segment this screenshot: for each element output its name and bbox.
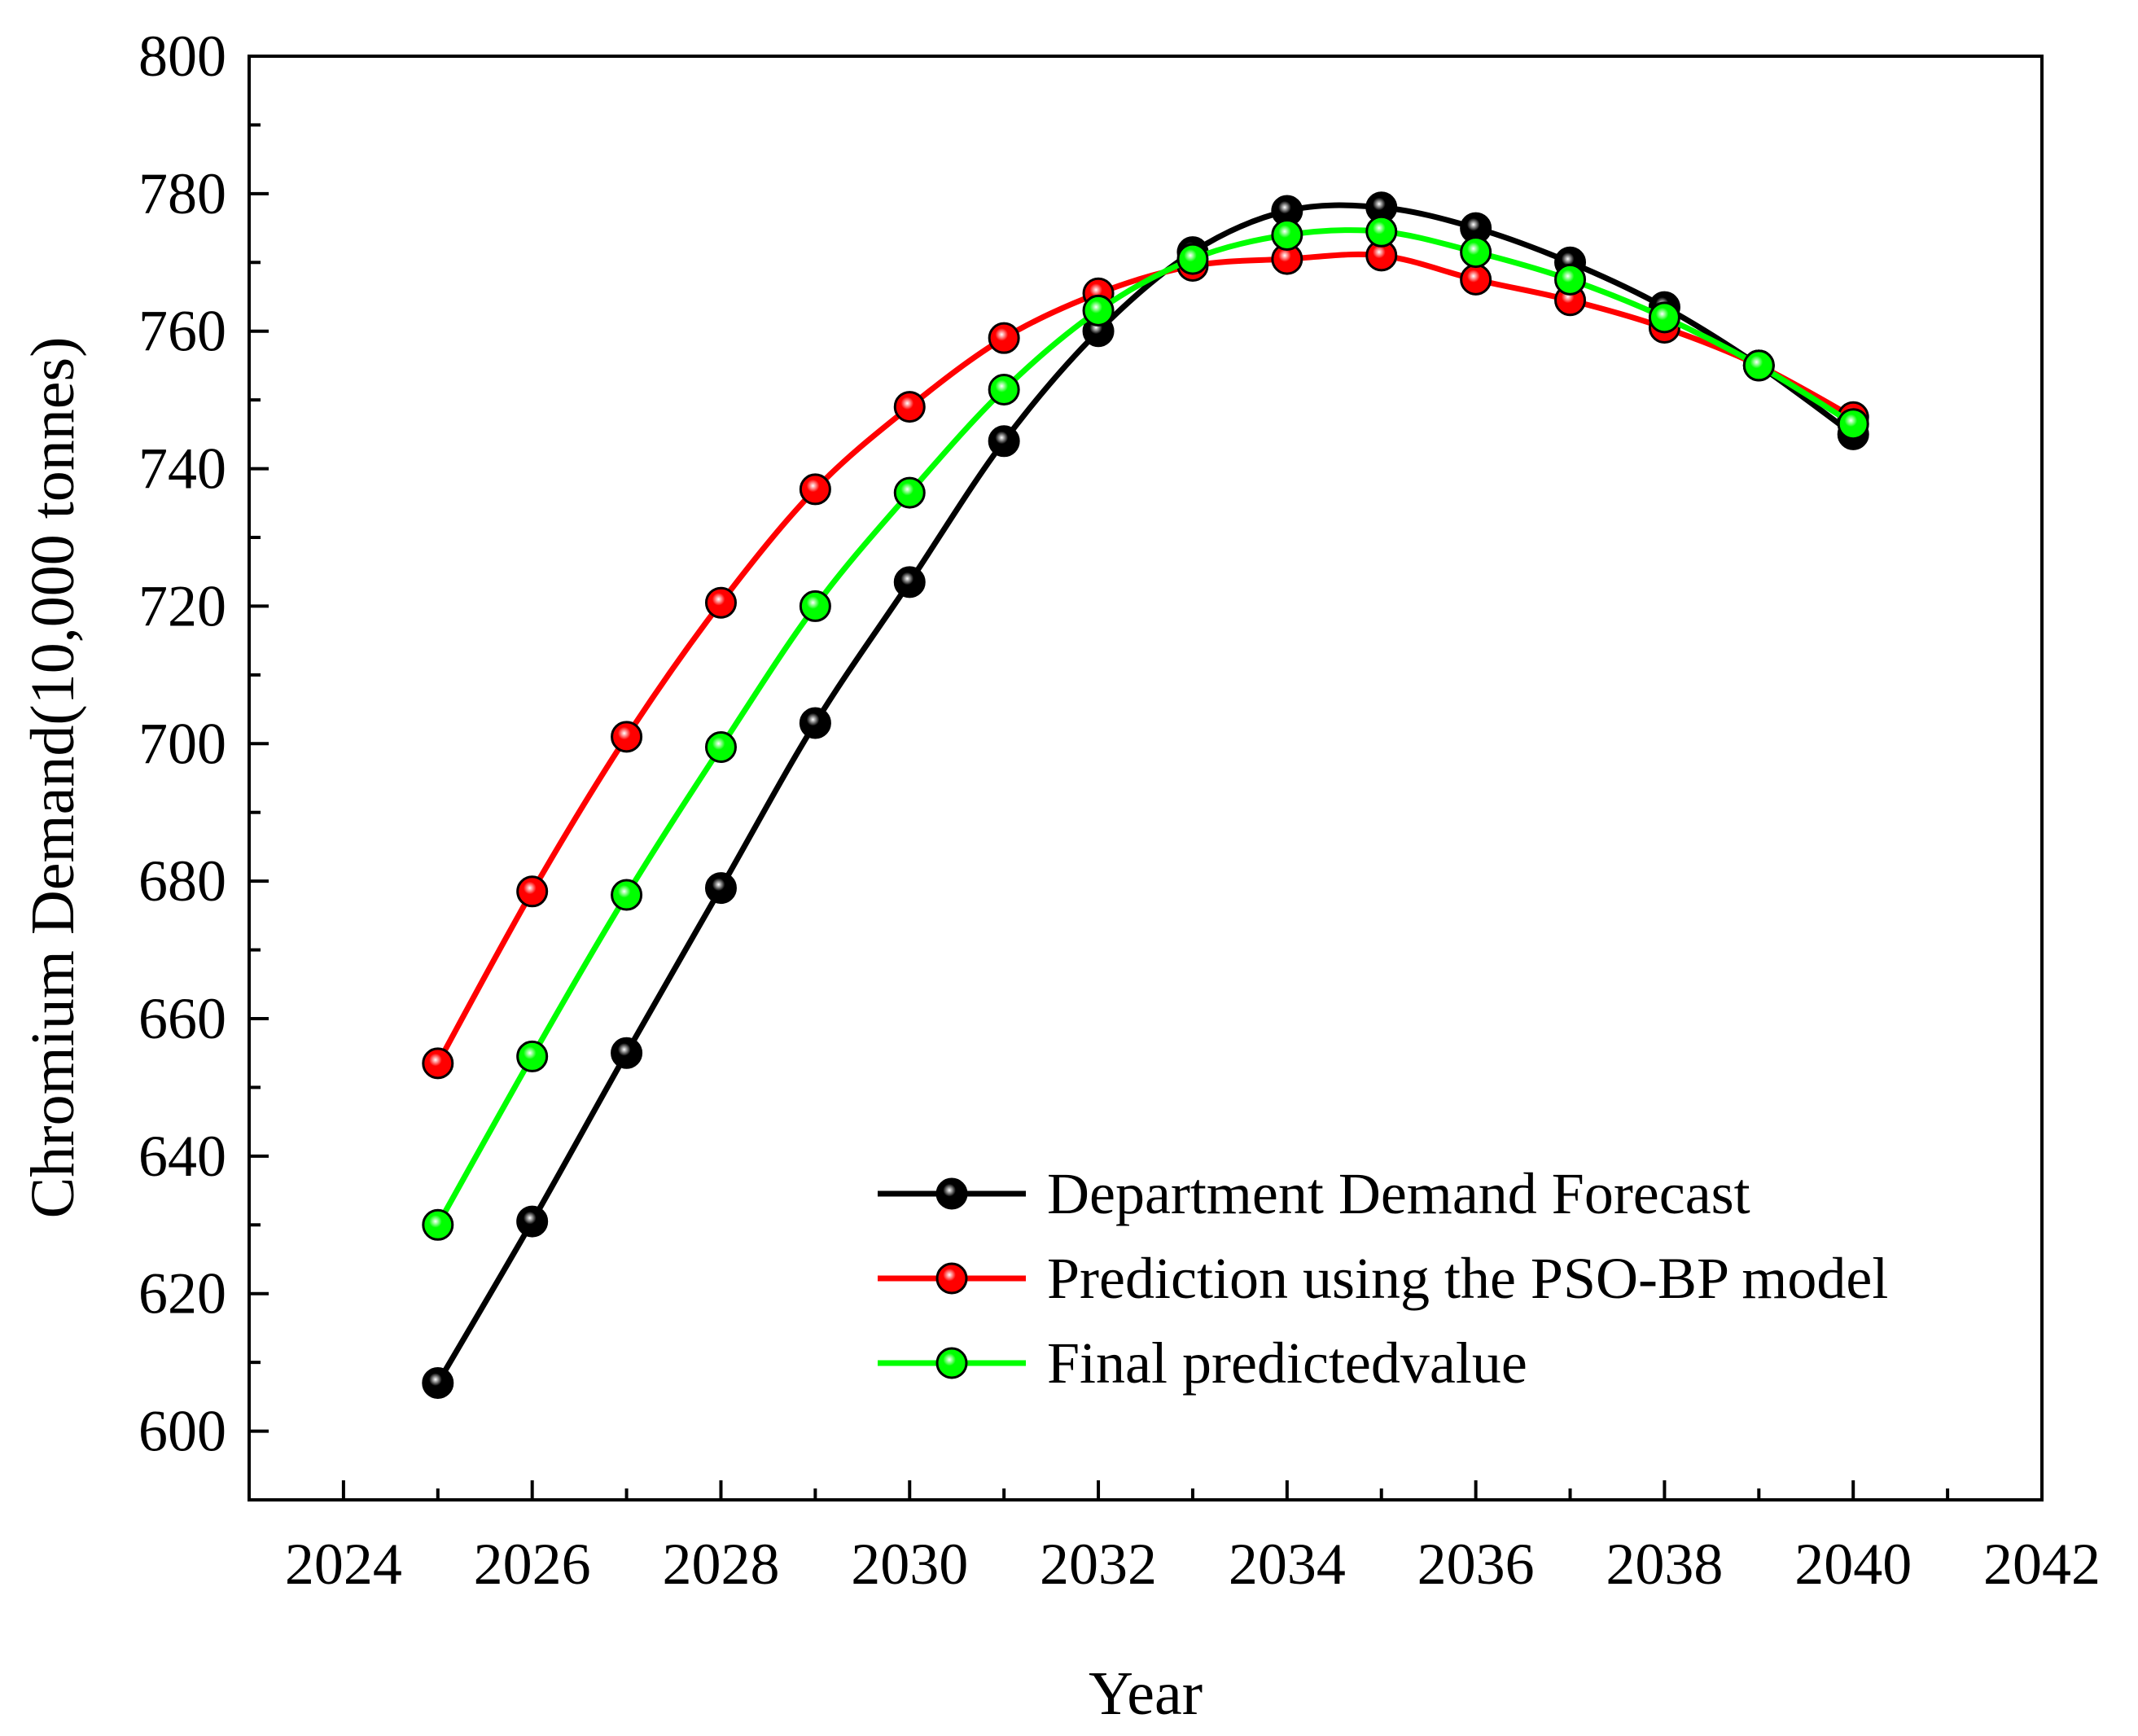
y-tick-label: 760 (138, 299, 226, 364)
x-tick-label: 2030 (851, 1532, 968, 1597)
data-point (1365, 215, 1398, 248)
legend-item: Final predictedvalue (878, 1330, 1527, 1396)
legend-marker (935, 1262, 968, 1295)
y-tick-label: 600 (138, 1399, 226, 1464)
data-point (988, 425, 1020, 458)
legend-item: Department Demand Forecast (878, 1161, 1750, 1226)
x-tick-label: 2040 (1794, 1532, 1912, 1597)
y-axis-label: Chromium Demand(10,000 tonnes) (19, 337, 87, 1219)
data-point (422, 1366, 454, 1399)
data-point (704, 872, 737, 905)
data-point (611, 721, 643, 753)
series-3 (422, 215, 1869, 1241)
data-point (611, 1037, 643, 1069)
legend-label: Final predictedvalue (1047, 1330, 1527, 1396)
y-tick-label: 740 (138, 436, 226, 502)
x-axis-label: Year (1089, 1659, 1203, 1728)
x-tick-label: 2028 (662, 1532, 779, 1597)
data-point (1271, 219, 1303, 252)
data-point (1837, 408, 1869, 441)
data-point (422, 1047, 454, 1080)
data-point (516, 875, 549, 908)
data-point (422, 1208, 454, 1241)
data-point (1082, 294, 1115, 327)
data-point (799, 707, 831, 739)
data-point (704, 731, 737, 764)
data-point (516, 1040, 549, 1072)
x-tick-label: 2042 (1983, 1532, 2101, 1597)
y-axis-ticks: 600 620 640 660 680 700 720 740 760 780 800 (138, 24, 269, 1501)
data-point (893, 391, 926, 423)
x-tick-label: 2026 (474, 1532, 591, 1597)
data-point (1176, 243, 1209, 275)
data-point (1742, 349, 1775, 382)
x-axis-ticks: 2024 2026 2028 2030 2032 2034 2036 2038 2040 2042 (248, 1480, 2101, 1597)
y-tick-label: 800 (138, 24, 226, 89)
data-point (893, 566, 926, 598)
series-line (435, 227, 1855, 1227)
series-layer (422, 191, 1869, 1399)
y-tick-label: 660 (138, 986, 226, 1051)
data-point (1460, 236, 1492, 269)
legend-marker (935, 1347, 968, 1379)
series-line (435, 202, 1855, 1385)
legend-label: Prediction using the PSO-BP model (1047, 1246, 1888, 1311)
data-point (988, 322, 1020, 354)
data-point (1554, 263, 1587, 296)
y-tick-label: 720 (138, 573, 226, 638)
series-2 (422, 239, 1869, 1080)
data-point (799, 473, 831, 506)
y-tick-label: 780 (138, 161, 226, 226)
data-point (799, 590, 831, 622)
legend-marker (935, 1177, 968, 1210)
y-tick-label: 680 (138, 848, 226, 914)
series-line (435, 251, 1855, 1065)
y-tick-label: 640 (138, 1124, 226, 1189)
legend: Department Demand Forecast Prediction usi… (878, 1161, 1888, 1396)
data-point (516, 1205, 549, 1238)
legend-label: Department Demand Forecast (1047, 1161, 1750, 1226)
x-tick-label: 2038 (1606, 1532, 1723, 1597)
x-tick-label: 2034 (1229, 1532, 1346, 1597)
legend-item: Prediction using the PSO-BP model (878, 1246, 1888, 1311)
data-point (1648, 301, 1680, 334)
x-tick-label: 2032 (1040, 1532, 1157, 1597)
plot-frame (248, 55, 2044, 1501)
data-point (988, 373, 1020, 406)
data-point (893, 476, 926, 509)
data-point (611, 879, 643, 911)
data-point (1460, 263, 1492, 296)
x-tick-label: 2036 (1417, 1532, 1535, 1597)
data-point (704, 586, 737, 619)
y-tick-label: 620 (138, 1261, 226, 1326)
y-tick-label: 700 (138, 711, 226, 776)
x-tick-label: 2024 (285, 1532, 402, 1597)
